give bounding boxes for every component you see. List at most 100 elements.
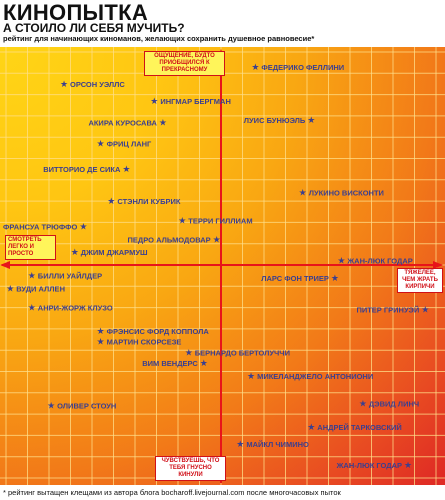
data-point: ★ МИКЕЛАНДЖЕЛО АНТОНИОНИ	[247, 371, 373, 381]
point-label: ВИМ ВЕНДЕРС	[142, 359, 198, 368]
point-label: ДЖИМ ДЖАРМУШ	[81, 248, 148, 257]
data-point: ★ АНДРЕЙ ТАРКОВСКИЙ	[307, 422, 402, 432]
star-icon: ★	[28, 271, 36, 281]
star-icon: ★	[150, 96, 158, 106]
star-icon: ★	[337, 256, 345, 266]
page-title: КИНОПЫТКА	[3, 0, 149, 25]
point-label: ЛУИС БУНЮЭЛЬ	[244, 116, 306, 125]
point-label: БЕРНАРДО БЕРТОЛУЧЧИ	[195, 348, 290, 357]
star-icon: ★	[6, 283, 14, 293]
point-label: МАРТИН СКОРСЕЗЕ	[107, 338, 182, 347]
data-point: ★ ДЭВИД ЛИНЧ	[359, 398, 419, 408]
data-point: ★ВИМ ВЕНДЕРС	[142, 358, 208, 368]
data-point: ★ФРАНСУА ТРЮФФО	[3, 222, 87, 232]
point-label: ВИТТОРИО ДЕ СИКА	[43, 165, 121, 174]
point-label: СТЭНЛИ КУБРИК	[117, 197, 181, 206]
star-icon: ★	[331, 273, 339, 283]
point-label: МАЙКЛ ЧИМИНО	[246, 440, 309, 449]
data-point: ★ЛАРС ФОН ТРИЕР	[261, 273, 339, 283]
star-icon: ★	[122, 164, 130, 174]
point-label: ИНГМАР БЕРГМАН	[160, 97, 231, 106]
data-point: ★ ИНГМАР БЕРГМАН	[150, 96, 231, 106]
point-label: ТЕРРИ ГИЛЛИАМ	[188, 216, 252, 225]
data-point: ★ АНРИ-ЖОРЖ КЛУЗО	[28, 303, 113, 313]
x-axis-arrow-left	[0, 261, 10, 269]
chart-points: ★ ФЕДЕРИКО ФЕЛЛИНИ★ ОРСОН УЭЛЛС★ ИНГМАР БЕР…	[3, 62, 429, 470]
data-point: ★АКИРА КУРОСАВА	[88, 117, 167, 127]
data-point: ★ БЕРНАРДО БЕРТОЛУЧЧИ	[185, 347, 290, 357]
point-label: БИЛЛИ УАЙЛДЕР	[38, 272, 102, 281]
chart-axes	[0, 49, 443, 483]
point-label: ПИТЕР ГРИНУЭЙ	[356, 306, 419, 315]
data-point: ★ СТЭНЛИ КУБРИК	[107, 196, 181, 206]
point-label: ЖАН-ЛЮК ГОДАР	[346, 257, 412, 266]
star-icon: ★	[299, 188, 307, 198]
point-label: АКИРА КУРОСАВА	[88, 118, 157, 127]
point-label: ДЭВИД ЛИНЧ	[369, 399, 419, 408]
data-point: ★ЖАН-ЛЮК ГОДАР	[337, 256, 412, 266]
axis-label-bottom: ЧУВСТВУЕШЬ, ЧТО ТЕБЯ ГНУСНО КИНУЛИ	[155, 456, 226, 481]
star-icon: ★	[404, 460, 412, 470]
point-label: ПЕДРО АЛЬМОДОВАР	[128, 235, 211, 244]
data-point: ★ ФЕДЕРИКО ФЕЛЛИНИ	[251, 62, 344, 72]
point-label: АНДРЕЙ ТАРКОВСКИЙ	[317, 423, 402, 432]
star-icon: ★	[178, 215, 186, 225]
star-icon: ★	[236, 439, 244, 449]
star-icon: ★	[28, 303, 36, 313]
data-point: ★ ОЛИВЕР СТОУН	[47, 401, 116, 411]
star-icon: ★	[359, 398, 367, 408]
point-label: ОРСОН УЭЛЛС	[70, 80, 125, 89]
header: КИНОПЫТКА А СТОИЛО ЛИ СЕБЯ МУЧИТЬ? рейти…	[0, 0, 445, 47]
footnote: * рейтинг вытащен клещами из автора блог…	[3, 488, 341, 497]
star-icon: ★	[60, 79, 68, 89]
page-tagline: рейтинг для начинающих киноманов, желающ…	[3, 34, 315, 43]
data-point: ★ПЕДРО АЛЬМОДОВАР	[128, 234, 221, 244]
data-point: ★ ОРСОН УЭЛЛС	[60, 79, 125, 89]
star-icon: ★	[307, 422, 315, 432]
data-point: ★ МАРТИН СКОРСЕЗЕ	[97, 337, 182, 347]
axis-label-left: СМОТРЕТЬ ЛЕГКО И ПРОСТО	[5, 235, 56, 260]
star-icon: ★	[79, 222, 87, 232]
page-subtitle: А СТОИЛО ЛИ СЕБЯ МУЧИТЬ?	[3, 21, 185, 35]
data-point: ★ ВУДИ АЛЛЕН	[6, 283, 65, 293]
data-point: ★ВИТТОРИО ДЕ СИКА	[43, 164, 130, 174]
data-point: ★ ФРИЦ ЛАНГ	[97, 139, 152, 149]
star-icon: ★	[421, 305, 429, 315]
point-label: ФРАНСУА ТРЮФФО	[3, 223, 78, 232]
point-label: ФЕДЕРИКО ФЕЛЛИНИ	[261, 63, 344, 72]
point-label: ФРЭНСИС ФОРД КОППОЛА	[107, 327, 210, 336]
point-label: ЛАРС ФОН ТРИЕР	[261, 274, 329, 283]
star-icon: ★	[97, 337, 105, 347]
data-point: ★ ТЕРРИ ГИЛЛИАМ	[178, 215, 252, 225]
data-point: ★ЛУИС БУНЮЭЛЬ	[244, 115, 316, 125]
scatter-chart: ★ ФЕДЕРИКО ФЕЛЛИНИ★ ОРСОН УЭЛЛС★ ИНГМАР БЕР…	[0, 47, 445, 485]
axis-label-right: ТЯЖЕЛЕЕ, ЧЕМ ЖРАТЬ КИРПИЧИ	[397, 268, 443, 293]
star-icon: ★	[307, 115, 315, 125]
star-icon: ★	[247, 371, 255, 381]
point-label: ЛУКИНО ВИСКОНТИ	[309, 189, 384, 198]
data-point: ★ ЛУКИНО ВИСКОНТИ	[299, 188, 384, 198]
point-label: АНРИ-ЖОРЖ КЛУЗО	[38, 304, 113, 313]
point-label: МИКЕЛАНДЖЕЛО АНТОНИОНИ	[257, 372, 373, 381]
data-point: ★ ДЖИМ ДЖАРМУШ	[71, 247, 148, 257]
point-label: ВУДИ АЛЛЕН	[16, 284, 65, 293]
x-axis-arrow-right	[433, 261, 443, 269]
data-point: ★ПИТЕР ГРИНУЭЙ	[356, 305, 429, 315]
star-icon: ★	[71, 247, 79, 257]
data-point: ★ МАЙКЛ ЧИМИНО	[236, 439, 309, 449]
point-label: ЖАН-ЛЮК ГОДАР	[336, 461, 402, 470]
star-icon: ★	[97, 139, 105, 149]
star-icon: ★	[200, 358, 208, 368]
axis-label-top: ОЩУЩЕНИЕ, БУДТО ПРИОБЩИЛСЯ К ПРЕКРАСНОМУ	[144, 51, 225, 76]
star-icon: ★	[185, 347, 193, 357]
data-point: ★ БИЛЛИ УАЙЛДЕР	[28, 271, 102, 281]
star-icon: ★	[107, 196, 115, 206]
data-point: ★ ФРЭНСИС ФОРД КОППОЛА	[97, 326, 210, 336]
star-icon: ★	[97, 326, 105, 336]
star-icon: ★	[251, 62, 259, 72]
star-icon: ★	[213, 234, 221, 244]
point-label: ОЛИВЕР СТОУН	[57, 402, 116, 411]
point-label: ФРИЦ ЛАНГ	[107, 140, 152, 149]
data-point: ★ЖАН-ЛЮК ГОДАР	[336, 460, 412, 470]
